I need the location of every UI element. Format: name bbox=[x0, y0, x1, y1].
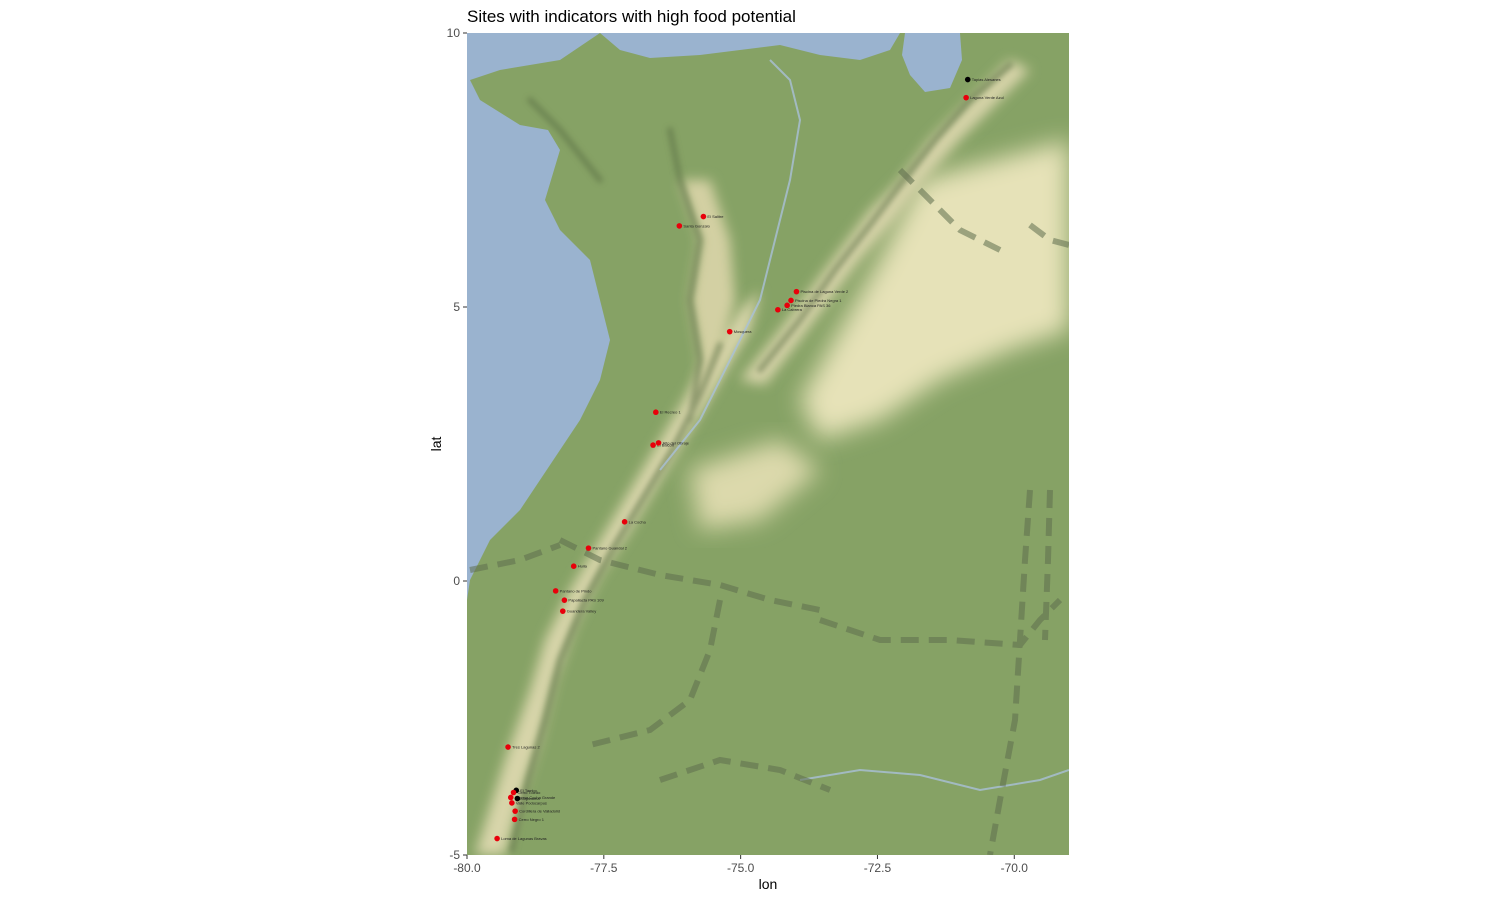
y-tick-label: 5 bbox=[453, 300, 460, 314]
site-point bbox=[512, 808, 518, 814]
site-point bbox=[793, 288, 800, 295]
caribbean-sea bbox=[600, 33, 900, 60]
site-point bbox=[655, 440, 662, 446]
site-label: Laguna Cocha Grande bbox=[515, 795, 556, 800]
site-point bbox=[514, 795, 521, 802]
site-label: Piscina de Laguna Verde 2 bbox=[800, 289, 849, 294]
ridge-shading bbox=[509, 62, 1013, 853]
site-point bbox=[788, 297, 794, 304]
llanos-plain bbox=[800, 140, 1069, 440]
site-label: Alto del Obraje bbox=[663, 440, 690, 445]
x-axis: -80.0 -77.5 -75.0 -72.5 -70.0 bbox=[453, 855, 1028, 875]
rivers bbox=[659, 59, 1069, 792]
chart-title: Sites with indicators with high food pot… bbox=[467, 7, 796, 26]
site-label: El Salitre bbox=[707, 214, 724, 219]
andes-highland-central bbox=[680, 180, 735, 420]
x-tick-label: -80.0 bbox=[453, 861, 481, 875]
site-label: El Recreo 1 bbox=[660, 410, 682, 415]
site-label: Santa Gonzalo bbox=[683, 223, 710, 228]
site-point bbox=[621, 519, 628, 525]
site-points: Tapias Alesanes Laguna Verde Azul El Salit… bbox=[494, 76, 1004, 842]
site-point bbox=[676, 223, 683, 229]
site-label: Piedra Blanca PAS 36 bbox=[791, 303, 831, 308]
site-label: Cerro Negro 1 bbox=[519, 817, 545, 822]
site-label: Cerro Toledo bbox=[518, 790, 542, 795]
site-label: Mosquera bbox=[734, 329, 753, 334]
site-point bbox=[775, 306, 781, 313]
site-point bbox=[561, 597, 568, 603]
site-label: Tres Lagunas 2 bbox=[512, 745, 540, 750]
x-tick-label: -75.0 bbox=[727, 861, 755, 875]
site-point bbox=[509, 800, 515, 806]
y-tick-label: 10 bbox=[447, 26, 461, 40]
pacific-ocean bbox=[467, 33, 610, 600]
site-point bbox=[700, 213, 707, 220]
site-label: La Cocha bbox=[629, 519, 647, 524]
site-label: Cajanuma bbox=[521, 796, 540, 801]
llanos-central bbox=[690, 440, 820, 530]
site-point bbox=[511, 816, 518, 823]
site-label: La Cabrera bbox=[782, 307, 803, 312]
y-tick-label: -5 bbox=[449, 848, 460, 862]
y-axis-title: lat bbox=[428, 437, 444, 452]
site-label: El Balcón bbox=[657, 443, 674, 448]
y-axis: -5 0 5 10 bbox=[447, 26, 467, 862]
x-tick-label: -72.5 bbox=[864, 861, 892, 875]
site-label: Papallacta PAS 109 bbox=[568, 598, 604, 603]
site-point bbox=[494, 835, 500, 842]
site-label: Laguna Verde Azul bbox=[970, 95, 1004, 100]
lake-maracaibo bbox=[902, 33, 962, 92]
site-point bbox=[650, 442, 656, 448]
site-label: Guandera Valley bbox=[567, 609, 597, 614]
site-point bbox=[653, 409, 659, 416]
site-label: Pantano Guandal 2 bbox=[592, 546, 627, 551]
site-label: El Tambo bbox=[520, 788, 537, 793]
site-label: Huila bbox=[578, 564, 588, 569]
x-axis-title: lon bbox=[759, 876, 778, 892]
site-label: Cordillera de Valladolid bbox=[519, 809, 560, 814]
y-tick-label: 0 bbox=[453, 574, 460, 588]
site-point bbox=[505, 744, 511, 750]
site-point bbox=[507, 794, 514, 801]
site-point bbox=[784, 302, 790, 309]
country-borders bbox=[469, 167, 1069, 855]
site-label: Loma de Lagunas Bravas bbox=[501, 836, 547, 841]
site-point bbox=[559, 608, 566, 614]
terrain-basemap bbox=[467, 33, 1069, 855]
site-point bbox=[585, 545, 592, 551]
site-point bbox=[963, 94, 969, 101]
x-tick-label: -70.0 bbox=[1001, 861, 1029, 875]
site-point bbox=[570, 563, 577, 570]
site-point bbox=[726, 328, 733, 335]
site-point bbox=[552, 588, 559, 594]
site-label: Valle Podocarpus bbox=[516, 800, 547, 805]
site-label: Piscina de Piedra Negra 1 bbox=[795, 298, 842, 303]
x-tick-label: -77.5 bbox=[590, 861, 618, 875]
site-point bbox=[510, 789, 517, 796]
site-label: Pantano de Pindo bbox=[560, 588, 593, 593]
site-point bbox=[964, 76, 971, 83]
site-label: Tapias Alesanes bbox=[972, 77, 1001, 82]
